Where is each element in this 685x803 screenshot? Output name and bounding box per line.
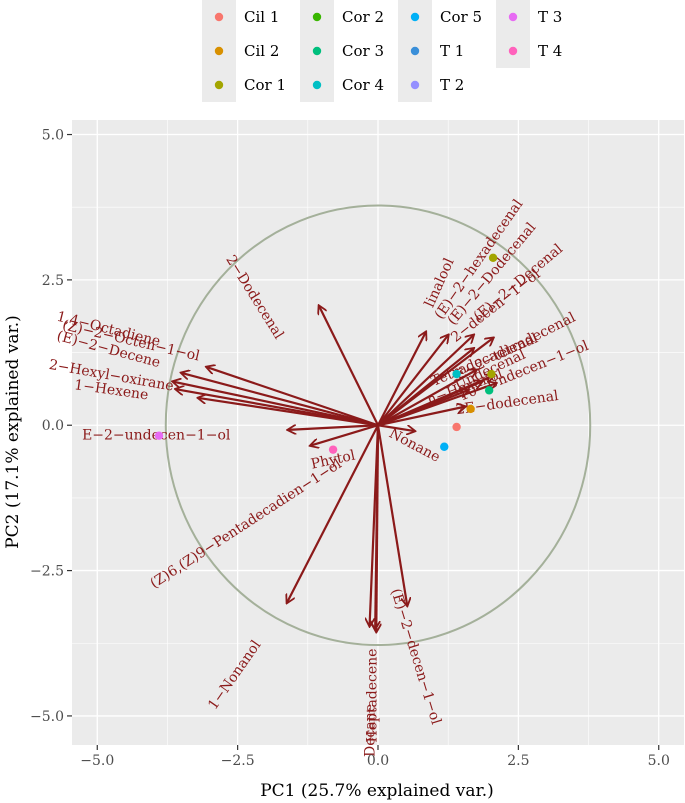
sample-point bbox=[328, 445, 338, 454]
legend-label: Cor 5 bbox=[440, 8, 482, 26]
x-axis-title: PC1 (25.7% explained var.) bbox=[260, 781, 494, 801]
sample-point bbox=[466, 404, 475, 414]
loading-arrow bbox=[377, 335, 473, 427]
loading-arrow bbox=[377, 335, 448, 426]
legend-swatch bbox=[214, 12, 224, 22]
loading-arrow bbox=[207, 367, 379, 427]
legend-swatch bbox=[312, 80, 322, 90]
legend-label: Cil 2 bbox=[244, 42, 279, 60]
loading-label: Heptadecene bbox=[364, 649, 380, 743]
legend-swatch bbox=[410, 12, 420, 22]
correlation-circle-layer bbox=[164, 204, 592, 646]
sample-point bbox=[452, 422, 461, 432]
x-tick-label: −5.0 bbox=[80, 753, 114, 769]
legend-swatch bbox=[410, 80, 420, 90]
legend-item: Cor 1 bbox=[202, 68, 286, 102]
sample-point bbox=[154, 431, 164, 440]
loading-arrow bbox=[377, 332, 426, 426]
legend-label: Cor 2 bbox=[342, 8, 384, 26]
legend-item: Cor 2 bbox=[300, 0, 384, 34]
y-axis-title: PC2 (17.1% explained var.) bbox=[3, 315, 23, 549]
loading-arrow bbox=[311, 424, 379, 445]
y-tick-label: 5.0 bbox=[42, 128, 64, 144]
legend-swatch bbox=[508, 46, 518, 56]
loading-label: Decane bbox=[363, 704, 379, 757]
legend-label: Cil 1 bbox=[244, 8, 279, 26]
legend-item: Cil 2 bbox=[202, 34, 279, 68]
loading-arrow bbox=[377, 424, 414, 431]
legend-swatch bbox=[312, 12, 322, 22]
legend-label: T 3 bbox=[538, 8, 562, 26]
sample-point bbox=[487, 369, 496, 379]
x-tick-label: 5.0 bbox=[648, 753, 670, 769]
loading-arrow bbox=[173, 382, 379, 427]
legend-label: Cor 1 bbox=[244, 76, 286, 94]
loading-arrow bbox=[377, 338, 493, 427]
legend-item: T 3 bbox=[496, 0, 562, 34]
legend-item: T 1 bbox=[398, 34, 464, 68]
sample-points bbox=[154, 253, 498, 454]
x-tick-label: 0.0 bbox=[367, 753, 389, 769]
y-tick-label: −2.5 bbox=[30, 564, 64, 580]
legend-item: T 2 bbox=[398, 68, 464, 102]
loading-arrow bbox=[198, 398, 379, 427]
legend-swatch bbox=[410, 46, 420, 56]
legend-swatch bbox=[214, 46, 224, 56]
y-tick-label: 2.5 bbox=[42, 273, 64, 289]
sample-point bbox=[488, 253, 498, 262]
legend-swatch bbox=[214, 80, 224, 90]
loading-arrow bbox=[181, 373, 379, 427]
x-tick-label: −2.5 bbox=[221, 753, 255, 769]
loading-arrow bbox=[377, 407, 465, 427]
legend-label: T 4 bbox=[538, 42, 562, 60]
legend: Cil 1 Cil 2 Cor 1 Cor 2 Cor 3 Cor 4 Cor 5 T 1 T … bbox=[202, 0, 562, 102]
loading-arrow bbox=[288, 424, 379, 430]
legend-item: Cor 5 bbox=[398, 0, 482, 34]
legend-label: T 2 bbox=[440, 76, 464, 94]
legend-label: Cor 3 bbox=[342, 42, 384, 60]
legend-swatch bbox=[508, 12, 518, 22]
loading-arrow bbox=[377, 383, 496, 427]
y-tick-label: 0.0 bbox=[42, 418, 64, 434]
legend-item: Cil 1 bbox=[202, 0, 279, 34]
legend-item: T 4 bbox=[496, 34, 562, 68]
x-tick-label: 2.5 bbox=[507, 753, 529, 769]
legend-swatch bbox=[312, 46, 322, 56]
axis-ticks: −5.0 −2.5 0.0 2.5 5.0 −5.0 −2.5 0.0 2.5 5.0 bbox=[30, 128, 670, 769]
legend-label: Cor 4 bbox=[342, 76, 384, 94]
y-tick-label: −5.0 bbox=[30, 709, 64, 725]
legend-label: T 1 bbox=[440, 42, 464, 60]
correlation-circle bbox=[164, 204, 592, 646]
sample-point bbox=[452, 369, 461, 379]
loading-arrow bbox=[319, 306, 379, 426]
loading-arrow bbox=[376, 425, 407, 605]
loading-arrow bbox=[287, 424, 379, 602]
legend-item: Cor 3 bbox=[300, 34, 384, 68]
sample-point bbox=[440, 442, 449, 451]
legend-item: Cor 4 bbox=[300, 68, 384, 102]
loading-arrow bbox=[375, 425, 378, 628]
sample-point bbox=[484, 386, 494, 395]
loading-arrow bbox=[377, 370, 476, 427]
